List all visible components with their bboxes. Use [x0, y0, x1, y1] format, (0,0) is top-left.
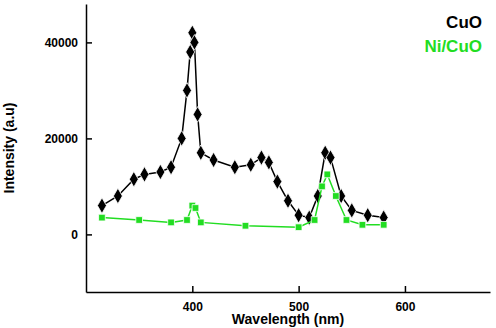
tick-mark	[405, 286, 407, 292]
tick: 0	[71, 228, 92, 242]
marker	[156, 164, 165, 180]
series-line	[102, 174, 384, 227]
marker	[284, 193, 293, 209]
marker	[197, 219, 204, 226]
tick-label: 0	[71, 228, 78, 242]
marker	[97, 198, 106, 214]
marker	[230, 159, 239, 175]
marker	[242, 222, 249, 229]
marker	[380, 221, 387, 228]
legend: CuO Ni/CuO	[424, 13, 482, 56]
tick: 20000	[45, 132, 92, 146]
marker	[363, 207, 372, 223]
y-axis-title: Intensity (a.u)	[1, 102, 17, 193]
marker	[168, 219, 175, 226]
marker	[359, 221, 366, 228]
marker	[347, 203, 356, 219]
tick-mark	[86, 234, 92, 236]
marker	[192, 205, 199, 212]
marker	[332, 193, 339, 200]
x-axis-title: Wavelength (nm)	[232, 311, 344, 327]
tick-mark	[86, 138, 92, 140]
y-axis: 0 20000 40000	[45, 5, 92, 293]
marker	[343, 217, 350, 224]
marker	[319, 183, 326, 190]
tick: 40000	[45, 36, 92, 50]
tick-label: 600	[395, 300, 415, 314]
marker	[311, 217, 318, 224]
marker	[209, 152, 218, 168]
tick-mark	[298, 286, 300, 292]
marker	[167, 159, 176, 175]
tick: 400	[183, 286, 203, 314]
series-line	[102, 33, 384, 218]
tick-label: 400	[183, 300, 203, 314]
tick: 600	[395, 286, 415, 314]
axis-line	[87, 292, 491, 294]
axis-line	[86, 5, 88, 293]
tick-mark	[192, 286, 194, 292]
marker	[184, 217, 191, 224]
marker	[190, 35, 199, 51]
marker	[326, 150, 335, 166]
marker	[140, 167, 149, 183]
marker	[294, 207, 303, 223]
marker	[136, 217, 143, 224]
marker	[193, 107, 202, 123]
series-area	[97, 25, 388, 231]
chart: 400 500 600 0 20000 40000 Wavelength (nm) Inten…	[0, 0, 496, 328]
marker	[129, 171, 138, 187]
tick: 500	[289, 286, 309, 314]
legend-entry: CuO	[446, 13, 482, 32]
marker	[183, 83, 192, 99]
plot: 400 500 600 0 20000 40000	[45, 5, 491, 314]
marker	[264, 155, 273, 171]
tick-label: 20000	[45, 132, 79, 146]
marker	[196, 145, 205, 161]
marker	[177, 131, 186, 147]
legend-entry: Ni/CuO	[424, 37, 482, 56]
marker	[113, 188, 122, 204]
marker	[99, 214, 106, 221]
marker	[246, 157, 255, 173]
marker	[295, 224, 302, 231]
tick-mark	[86, 42, 92, 44]
marker	[324, 171, 331, 178]
x-axis: 400 500 600	[87, 286, 491, 314]
tick-label: 40000	[45, 36, 79, 50]
marker	[273, 174, 282, 190]
